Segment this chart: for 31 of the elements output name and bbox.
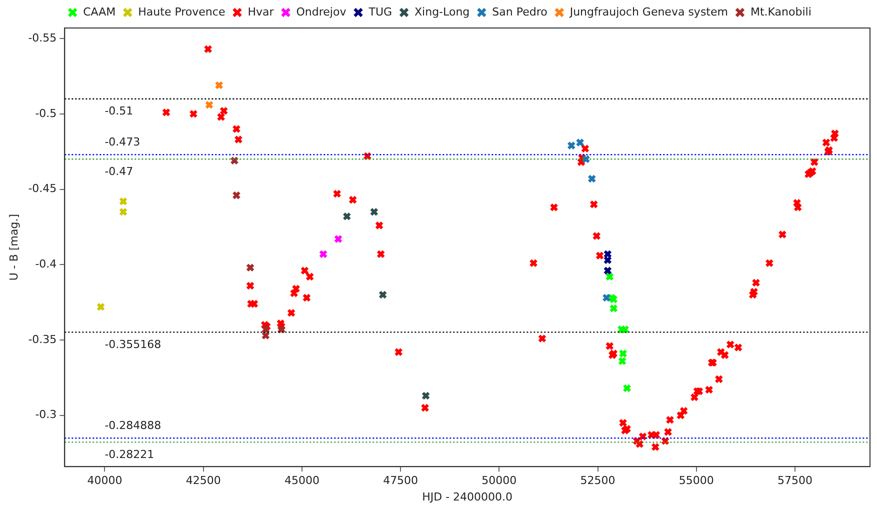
x-tick-label: 40000: [87, 474, 122, 488]
x-tick-label: 47500: [383, 474, 418, 488]
legend-label: Haute Provence: [138, 5, 226, 18]
ref-line-label: -0.284888: [104, 418, 162, 432]
x-tick-label: 57500: [778, 474, 813, 488]
x-tick-label: 52500: [580, 474, 616, 488]
legend-label: Hvar: [248, 5, 274, 18]
legend-label: Xing-Long: [414, 5, 470, 18]
y-axis-title: U - B [mag.]: [7, 214, 20, 281]
ref-line-label: -0.51: [104, 104, 134, 118]
legend-label: Ondrejov: [296, 5, 347, 18]
x-tick-label: 50000: [482, 474, 517, 488]
ref-line-label: -0.47: [104, 164, 134, 178]
legend-label: Jungfraujoch Geneva system: [568, 5, 728, 18]
x-tick-label: 55000: [678, 474, 714, 488]
y-tick-label: -0.4: [35, 257, 57, 270]
y-tick-label: -0.55: [28, 31, 57, 44]
ref-line-label: -0.473: [104, 135, 140, 148]
x-tick-label: 42500: [186, 474, 221, 488]
ref-line-label: -0.28221: [104, 448, 154, 462]
x-tick-label: 45000: [284, 474, 320, 488]
ref-line-label: -0.355168: [104, 338, 162, 352]
legend-label: CAAM: [83, 5, 116, 18]
legend-label: Mt.Kanobili: [750, 5, 812, 18]
legend-label: TUG: [368, 5, 392, 18]
y-tick-label: -0.45: [28, 182, 57, 196]
legend-label: San Pedro: [492, 5, 548, 18]
x-axis-title: HJD - 2400000.0: [422, 490, 513, 504]
y-tick-label: -0.5: [35, 106, 57, 120]
y-tick-label: -0.35: [28, 332, 57, 346]
y-tick-label: -0.3: [35, 408, 57, 422]
